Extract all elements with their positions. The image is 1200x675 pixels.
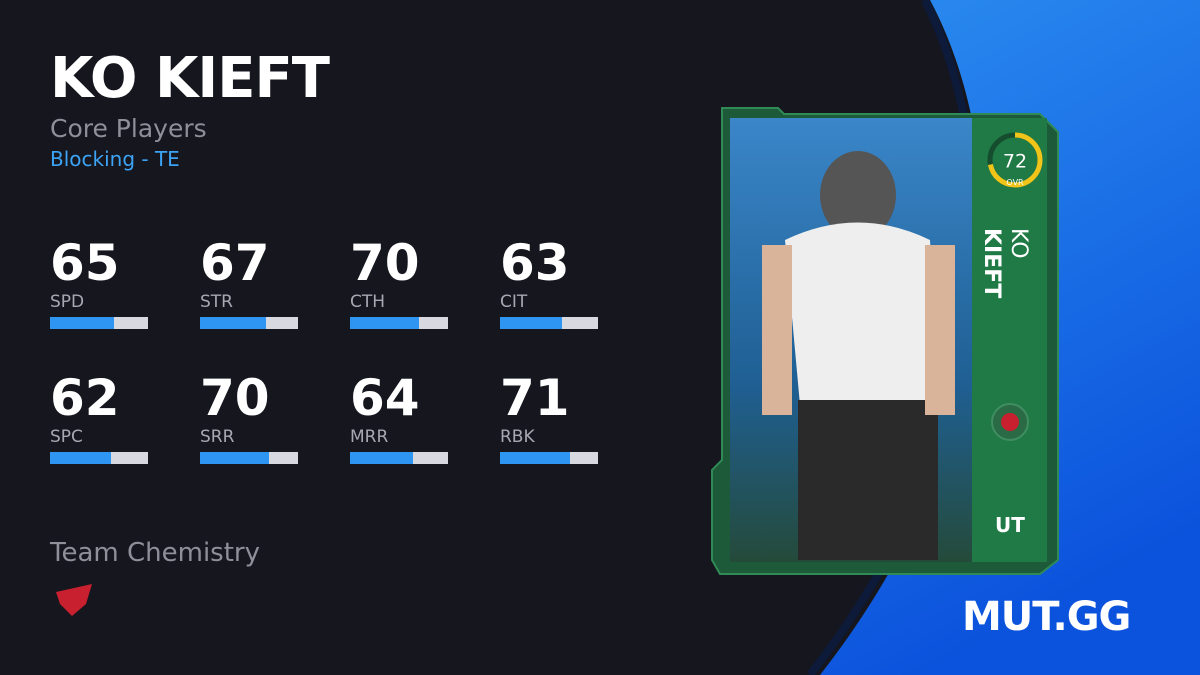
- stat-label: SPD: [50, 292, 85, 312]
- program: Core Players: [50, 114, 207, 143]
- stat: 67 STR: [200, 238, 300, 329]
- chemistry-logo: [56, 584, 92, 616]
- stat-bar-track: [500, 452, 598, 464]
- archetype: Blocking - TE: [50, 147, 180, 171]
- stat: 71 RBK: [500, 373, 600, 464]
- ovr-value: 72: [1003, 151, 1027, 173]
- stat-bar-track: [200, 452, 298, 464]
- team-logo-mark: [1001, 413, 1019, 431]
- brand: MUT.GG: [962, 594, 1131, 640]
- stat-value: 71: [500, 369, 570, 427]
- stat-bar-track: [200, 317, 298, 329]
- card-first-name: KO: [1006, 228, 1031, 259]
- stat-label: STR: [200, 292, 233, 312]
- stat: 62 SPC: [50, 373, 150, 464]
- card-tag: UT: [995, 513, 1025, 537]
- stat-bar-track: [50, 317, 148, 329]
- stat-value: 70: [200, 369, 270, 427]
- stat-bar-track: [350, 317, 448, 329]
- stat-bar: [200, 452, 269, 464]
- team-chemistry: Team Chemistry: [50, 538, 260, 568]
- stat: 63 CIT: [500, 238, 600, 329]
- stat: 70 SRR: [200, 373, 300, 464]
- stat-bar: [350, 317, 419, 329]
- stat-value: 64: [350, 369, 420, 427]
- stat-bar: [500, 317, 562, 329]
- player-figure: [762, 151, 955, 560]
- stat-value: 65: [50, 234, 120, 292]
- stat-bar-track: [500, 317, 598, 329]
- stat-value: 67: [200, 234, 270, 292]
- stat: 65 SPD: [50, 238, 150, 329]
- stat-value: 62: [50, 369, 120, 427]
- stat-bar: [50, 452, 111, 464]
- stat-bar: [350, 452, 413, 464]
- stat-bar: [50, 317, 114, 329]
- ovr-arc: [987, 132, 1043, 188]
- stat-bar-track: [50, 452, 148, 464]
- stat-label: SRR: [200, 427, 235, 447]
- stat-label: MRR: [350, 427, 389, 447]
- stat-value: 70: [350, 234, 420, 292]
- stat-bar: [500, 452, 570, 464]
- stat-label: CIT: [500, 292, 528, 312]
- stat-label: CTH: [350, 292, 386, 312]
- stat-label: RBK: [500, 427, 535, 447]
- card-strip: [972, 118, 1047, 562]
- stat-value: 63: [500, 234, 570, 292]
- card-last-name: KIEFT: [979, 228, 1004, 298]
- stat-label: SPC: [50, 427, 83, 447]
- ovr-label: OVR: [1006, 178, 1024, 187]
- stat: 64 MRR: [350, 373, 450, 464]
- stat-bar-track: [350, 452, 448, 464]
- stat-bar: [200, 317, 266, 329]
- stat: 70 CTH: [350, 238, 450, 329]
- player-name: KO KIEFT: [50, 46, 330, 111]
